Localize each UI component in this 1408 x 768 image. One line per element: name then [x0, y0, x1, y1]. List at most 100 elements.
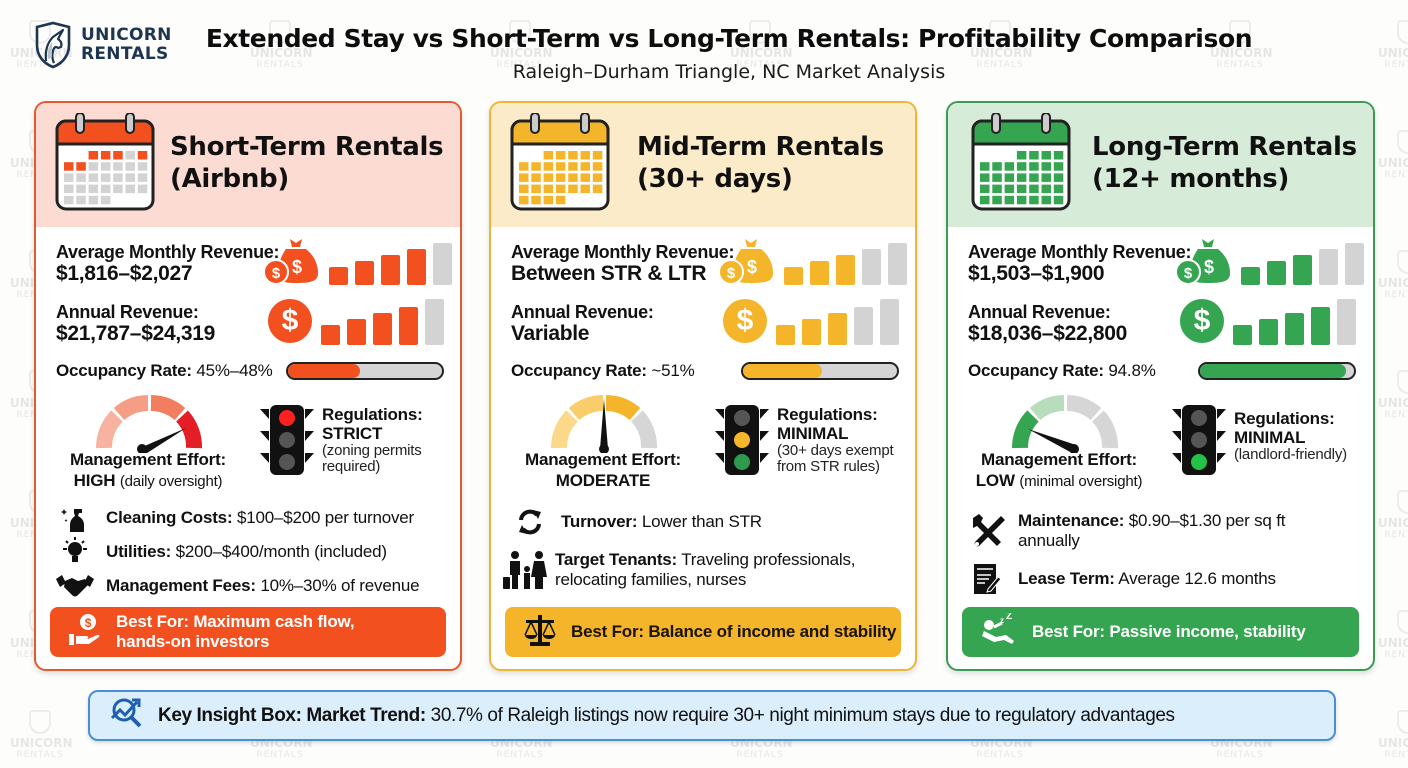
annual-revenue-bars: $ — [723, 297, 899, 345]
management-effort: Management Effort: LOW (minimal oversigh… — [975, 450, 1143, 490]
occupancy-progress-bar — [741, 362, 899, 380]
revenue-bar — [407, 249, 426, 285]
card-long-term: Long-Term Rentals (12+ months) Average M… — [946, 101, 1375, 671]
monthly-revenue-bars: $ $ — [264, 233, 452, 285]
revenue-bar — [784, 267, 803, 285]
monthly-revenue: Average Monthly Revenue: $1,816–$2,027 — [56, 242, 280, 285]
trend-magnifier-icon — [110, 696, 144, 736]
revenue-bar — [880, 299, 899, 345]
brand-name-line2: RENTALS — [81, 44, 169, 64]
occupancy-rate: Occupancy Rate: 94.8% — [968, 361, 1156, 380]
detail-target-tenants: Target Tenants: Traveling professionals,… — [503, 550, 901, 591]
traffic-light-red-icon — [260, 405, 314, 475]
detail-maintenance: Maintenance: $0.90–$1.30 per sq ft annua… — [968, 511, 1359, 551]
money-bag-icon: $ $ — [719, 239, 773, 285]
management-effort: Management Effort: MODERATE — [524, 450, 682, 490]
management-effort: Management Effort: HIGH (daily oversight… — [69, 450, 227, 490]
dollar-coin-icon: $ — [1180, 299, 1224, 343]
revenue-bar — [433, 243, 452, 285]
gauge-high-icon — [95, 395, 202, 453]
revenue-bar — [1259, 319, 1278, 345]
revenue-bar — [381, 255, 400, 285]
annual-revenue: Annual Revenue: Variable — [511, 302, 654, 345]
occupancy-rate: Occupancy Rate: 45%–48% — [56, 361, 273, 380]
regulations: Regulations: MINIMAL (30+ days exempt fr… — [777, 405, 894, 475]
brand-name-line1: UNICORN — [81, 25, 172, 45]
traffic-light-yellow-icon — [715, 405, 769, 475]
best-for-banner: $ Best For: Maximum cash flow, hands-on … — [50, 607, 446, 657]
calendar-icon — [55, 113, 155, 211]
header: UNICORN RENTALS Extended Stay vs Short-T… — [0, 0, 1408, 95]
detail-utilities: Utilities: $200–$400/month (included) — [56, 537, 446, 567]
revenue-bar — [836, 255, 855, 285]
occupancy-progress-bar — [1198, 362, 1356, 380]
gauge-moderate-icon — [550, 395, 657, 453]
revenue-bar — [1267, 261, 1286, 285]
dollar-coin-icon: $ — [723, 299, 767, 343]
card-header: Short-Term Rentals (Airbnb) — [36, 103, 460, 227]
detail-cleaning-costs: Cleaning Costs: $100–$200 per turnover — [56, 503, 446, 533]
gauge-low-icon — [1011, 395, 1118, 453]
handshake-icon — [56, 571, 94, 601]
revenue-bar — [776, 325, 795, 345]
monthly-revenue-bars: $ $ — [719, 233, 907, 285]
page-title: Extended Stay vs Short-Term vs Long-Term… — [205, 24, 1253, 53]
revenue-bar — [399, 307, 418, 345]
svg-text:z: z — [1000, 616, 1004, 625]
family-traveler-icon — [503, 551, 549, 591]
regulations: Regulations: MINIMAL (landlord-friendly) — [1234, 409, 1347, 463]
revenue-bar — [373, 313, 392, 345]
revenue-bar — [1241, 267, 1260, 285]
card-header: Mid-Term Rentals (30+ days) — [491, 103, 915, 227]
tools-icon — [968, 511, 1006, 549]
annual-revenue-bars: $ — [1180, 297, 1356, 345]
revenue-bar — [1311, 307, 1330, 345]
dollar-coin-icon: $ — [268, 299, 312, 343]
revenue-bar — [425, 299, 444, 345]
detail-turnover: Turnover: Lower than STR — [511, 507, 901, 537]
occupancy-progress-bar — [286, 362, 444, 380]
revenue-bar — [329, 267, 348, 285]
revenue-bar — [862, 249, 881, 285]
monthly-revenue: Average Monthly Revenue: $1,503–$1,900 — [968, 242, 1192, 285]
svg-text:Z: Z — [1006, 613, 1012, 622]
annual-revenue: Annual Revenue: $18,036–$22,800 — [968, 302, 1127, 345]
detail-management-fees: Management Fees: 10%–30% of revenue — [56, 571, 446, 601]
balance-scale-icon — [523, 613, 557, 652]
svg-text:$: $ — [1204, 257, 1214, 277]
card-short-term: Short-Term Rentals (Airbnb) Average Mont… — [34, 101, 462, 671]
traffic-light-green-icon — [1172, 405, 1226, 475]
annual-revenue: Annual Revenue: $21,787–$24,319 — [56, 302, 215, 345]
card-title: Short-Term Rentals (Airbnb) — [170, 132, 444, 194]
calendar-icon — [510, 113, 610, 211]
revenue-bar — [802, 319, 821, 345]
page-subtitle: Raleigh–Durham Triangle, NC Market Analy… — [512, 61, 946, 83]
svg-text:$: $ — [85, 616, 92, 630]
hand-money-icon: $ — [68, 613, 102, 652]
revenue-bar — [888, 243, 907, 285]
lease-document-icon — [968, 564, 1006, 594]
revenue-bar — [810, 261, 829, 285]
refresh-cycle-icon — [511, 507, 549, 537]
card-title: Long-Term Rentals (12+ months) — [1092, 132, 1357, 194]
revenue-bar — [1319, 249, 1338, 285]
occupancy-rate: Occupancy Rate: ~51% — [511, 361, 695, 380]
revenue-bar — [828, 313, 847, 345]
revenue-bar — [355, 261, 374, 285]
svg-text:$: $ — [1184, 265, 1193, 282]
revenue-bar — [1293, 255, 1312, 285]
card-title: Mid-Term Rentals (30+ days) — [637, 132, 884, 194]
revenue-bar — [1337, 299, 1356, 345]
best-for-banner: Best For: Balance of income and stabilit… — [505, 607, 901, 657]
card-mid-term: Mid-Term Rentals (30+ days) Average Mont… — [489, 101, 917, 671]
card-header: Long-Term Rentals (12+ months) — [948, 103, 1373, 227]
svg-text:$: $ — [272, 265, 281, 282]
